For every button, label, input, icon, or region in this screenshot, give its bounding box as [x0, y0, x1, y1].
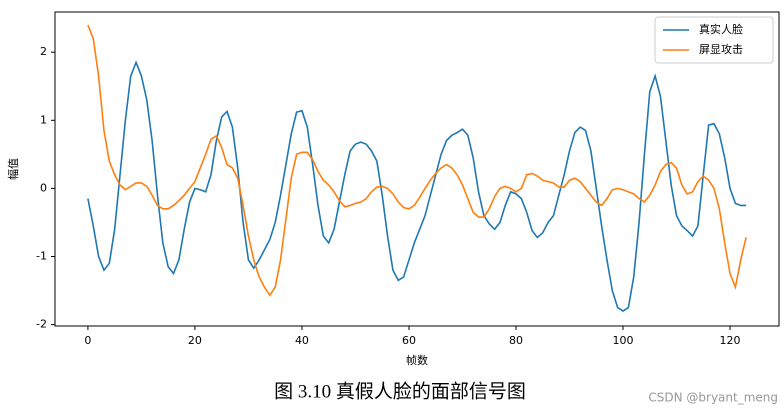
y-tick-label: 2: [40, 45, 47, 58]
x-tick-label: 120: [720, 334, 741, 347]
y-tick-label: 1: [40, 113, 47, 126]
x-tick-label: 0: [84, 334, 91, 347]
caption: 图 3.10 真假人脸的面部信号图: [274, 380, 526, 402]
watermark: CSDN @bryant_meng: [648, 391, 778, 405]
x-tick-label: 80: [509, 334, 523, 347]
x-tick-label: 20: [188, 334, 202, 347]
x-axis-label: 帧数: [406, 353, 428, 367]
x-tick-label: 40: [295, 334, 309, 347]
y-tick-label: -1: [36, 250, 47, 263]
legend-box: [654, 16, 774, 64]
x-tick-label: 100: [613, 334, 634, 347]
line-series: [87, 60, 747, 312]
legend-label: 真实人脸: [699, 22, 743, 36]
plot-frame: [54, 11, 780, 327]
legend-label: 屏显攻击: [699, 42, 743, 56]
y-tick-label: -2: [36, 318, 47, 331]
y-axis-label: 幅值: [7, 158, 20, 180]
x-tick-label: 60: [402, 334, 416, 347]
line-series: [87, 24, 747, 297]
y-tick-label: 0: [40, 181, 47, 194]
